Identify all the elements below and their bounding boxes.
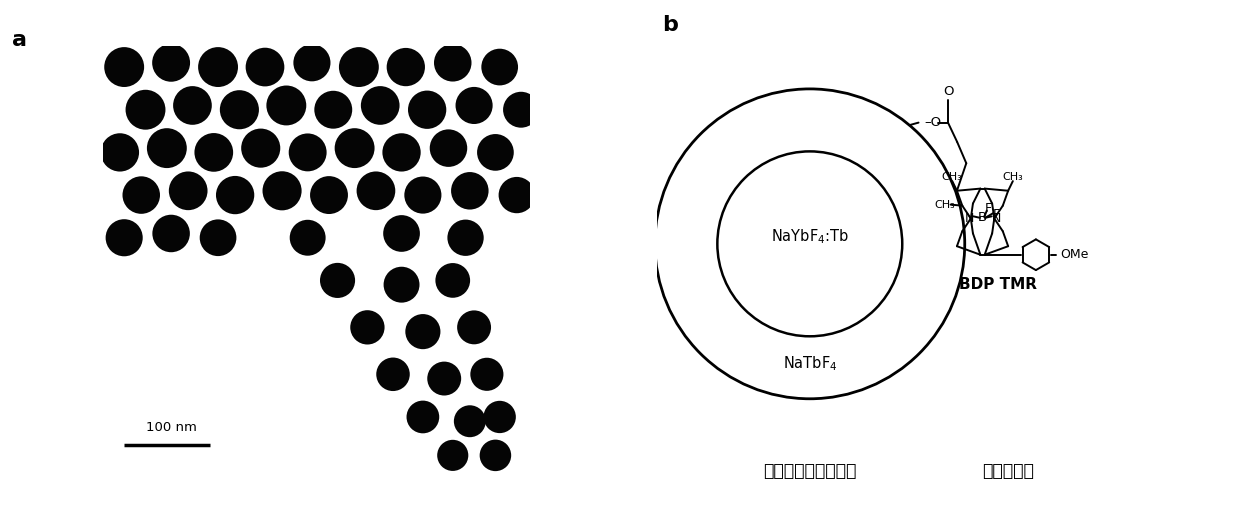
Circle shape [200, 219, 237, 256]
Circle shape [376, 358, 409, 391]
Text: CH₃: CH₃ [935, 200, 955, 210]
Circle shape [718, 151, 903, 336]
Circle shape [458, 310, 491, 344]
Circle shape [383, 215, 420, 252]
Circle shape [455, 87, 492, 124]
Circle shape [125, 90, 165, 130]
Text: F: F [993, 208, 999, 221]
Circle shape [335, 128, 374, 168]
Circle shape [267, 85, 306, 125]
Circle shape [405, 314, 440, 349]
Circle shape [498, 177, 534, 213]
Circle shape [174, 86, 212, 125]
Circle shape [123, 176, 160, 214]
Circle shape [105, 219, 143, 257]
Circle shape [408, 90, 446, 129]
Circle shape [339, 47, 379, 87]
Circle shape [153, 44, 190, 82]
Circle shape [428, 362, 461, 396]
Circle shape [357, 172, 396, 210]
Circle shape [438, 440, 469, 471]
Circle shape [361, 86, 399, 125]
Circle shape [241, 129, 280, 168]
Circle shape [435, 263, 470, 298]
Text: F: F [985, 202, 992, 215]
Circle shape [100, 133, 139, 172]
Text: 100 nm: 100 nm [145, 421, 197, 434]
Text: b: b [662, 15, 678, 35]
Circle shape [448, 219, 484, 256]
Circle shape [404, 176, 441, 214]
Text: a: a [12, 30, 27, 50]
Circle shape [350, 310, 384, 344]
Circle shape [481, 49, 518, 85]
Circle shape [454, 405, 486, 437]
Text: N: N [991, 212, 1001, 225]
Circle shape [219, 90, 259, 129]
Circle shape [146, 128, 187, 168]
Circle shape [382, 133, 420, 172]
Circle shape [477, 134, 513, 171]
Text: NaTbF$_4$: NaTbF$_4$ [782, 354, 837, 372]
Circle shape [153, 215, 190, 252]
Circle shape [451, 172, 489, 210]
Circle shape [294, 44, 331, 81]
Circle shape [430, 130, 467, 167]
Text: O: O [942, 85, 954, 98]
Text: 小分子受体: 小分子受体 [982, 462, 1034, 480]
Circle shape [407, 401, 439, 433]
Circle shape [655, 89, 965, 399]
Circle shape [484, 401, 516, 433]
Text: –O: –O [924, 116, 941, 129]
Circle shape [314, 91, 352, 129]
Text: OMe: OMe [1060, 248, 1089, 261]
Circle shape [216, 176, 254, 214]
Circle shape [198, 47, 238, 87]
Text: B: B [978, 211, 987, 225]
Text: NaYbF$_4$:Tb: NaYbF$_4$:Tb [771, 227, 849, 245]
Circle shape [470, 358, 503, 391]
Circle shape [320, 263, 355, 298]
Circle shape [169, 172, 207, 210]
Circle shape [290, 220, 326, 256]
Circle shape [503, 92, 539, 128]
Circle shape [195, 133, 233, 172]
Circle shape [434, 44, 471, 82]
Circle shape [383, 267, 419, 303]
Circle shape [387, 48, 425, 86]
Text: BDP TMR: BDP TMR [959, 277, 1037, 292]
Circle shape [480, 439, 511, 471]
Text: CH₃: CH₃ [1002, 172, 1023, 182]
Text: N: N [965, 212, 973, 225]
Text: CH₃: CH₃ [942, 172, 962, 182]
Circle shape [310, 176, 348, 214]
Bar [115, 417, 227, 460]
Circle shape [289, 134, 326, 171]
Text: 上转换纳米额粒供体: 上转换纳米额粒供体 [763, 462, 857, 480]
Circle shape [104, 47, 144, 87]
Circle shape [263, 171, 301, 210]
Circle shape [246, 48, 284, 86]
